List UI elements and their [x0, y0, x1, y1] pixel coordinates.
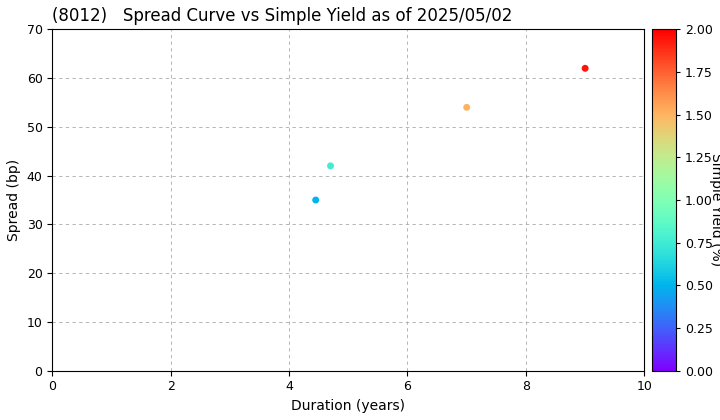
Point — [580, 65, 591, 72]
Point — [310, 197, 321, 203]
Point — [325, 163, 336, 169]
Text: Simple Yield (%): Simple Yield (%) — [709, 153, 720, 267]
X-axis label: Duration (years): Duration (years) — [292, 399, 405, 413]
Point — [461, 104, 472, 111]
Text: (8012)   Spread Curve vs Simple Yield as of 2025/05/02: (8012) Spread Curve vs Simple Yield as o… — [53, 7, 513, 25]
Y-axis label: Spread (bp): Spread (bp) — [7, 159, 21, 241]
